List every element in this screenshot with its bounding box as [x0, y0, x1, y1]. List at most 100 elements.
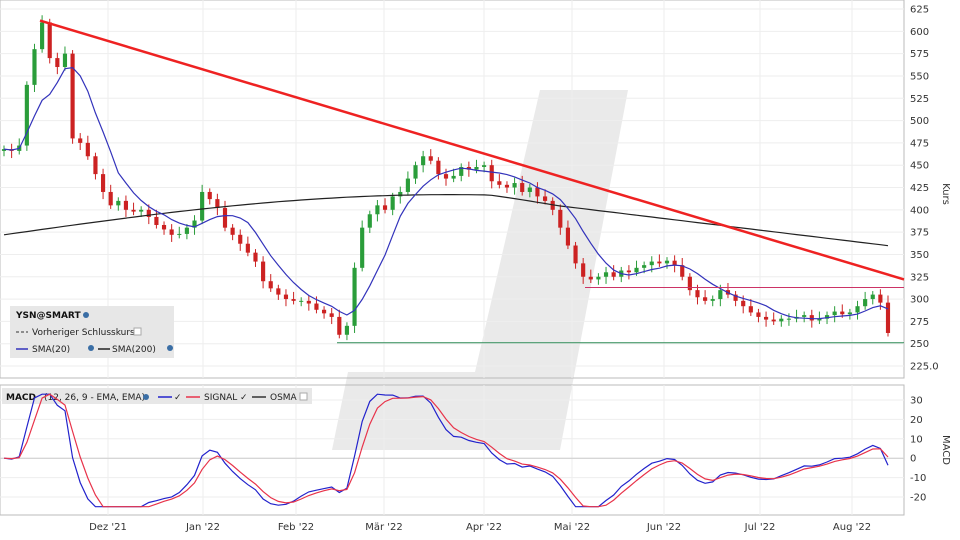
candle-body	[398, 191, 403, 197]
candle-body	[85, 142, 90, 157]
price-y-tick-label: 450	[910, 161, 929, 172]
candle-body	[840, 311, 845, 315]
candle-body	[55, 58, 60, 68]
price-y-tick-label: 375	[910, 228, 929, 239]
candle-body	[47, 22, 52, 59]
macd-params: (12, 26, 9 - EMA, EMA)	[44, 393, 145, 403]
x-tick-label: Mai '22	[554, 522, 590, 533]
candle-body	[329, 313, 334, 317]
x-tick-label: Mär '22	[365, 522, 403, 533]
x-tick-label: Dez '21	[89, 522, 127, 533]
legend-symbol-icon[interactable]	[83, 312, 89, 318]
candle-body	[824, 315, 830, 319]
x-tick-label: Jan '22	[185, 522, 220, 533]
macd-y-tick-label: 20	[910, 415, 923, 426]
candle-body	[32, 49, 37, 85]
candle-body	[779, 318, 784, 322]
legend-prev-close: Vorheriger Schlusskurs	[32, 328, 135, 338]
macd-y-tick-label: 10	[910, 434, 923, 445]
macd-osma-label: OSMA	[270, 393, 298, 403]
price-y-tick-label: 550	[910, 71, 929, 82]
candle-body	[504, 184, 510, 188]
legend-sma200: SMA(200)	[112, 345, 156, 355]
macd-y-tick-label: 30	[910, 396, 923, 407]
candle-body	[78, 138, 83, 143]
candle-body	[847, 312, 852, 315]
price-y-tick-label: 575	[910, 49, 929, 60]
candle-body	[817, 318, 822, 321]
candle-body	[870, 294, 875, 300]
candle-body	[809, 315, 814, 321]
candle-body	[93, 156, 98, 175]
price-y-tick-label: 225.0	[910, 362, 939, 373]
candle-body	[192, 220, 197, 228]
candle-body	[268, 281, 273, 289]
sma20-line	[3, 66, 889, 320]
candle-body	[177, 233, 182, 235]
candle-body	[649, 261, 654, 266]
candle-body	[352, 267, 357, 326]
candle-body	[855, 306, 860, 313]
candle-body	[100, 174, 106, 192]
x-tick-label: Feb '22	[278, 522, 314, 533]
candle-body	[802, 315, 807, 317]
candle-body	[542, 196, 548, 201]
candle-body	[832, 311, 837, 316]
candle-body	[558, 209, 563, 228]
candle-body	[771, 319, 776, 322]
candle-body	[626, 270, 631, 273]
macd-line-check[interactable]: ✓	[174, 393, 182, 403]
sma200-line	[3, 194, 889, 247]
candle-body	[428, 156, 433, 161]
candle-body	[154, 216, 159, 225]
price-y-tick-label: 300	[910, 295, 929, 306]
price-y-tick-label: 400	[910, 205, 929, 216]
candle-body	[451, 175, 456, 179]
candle-body	[230, 227, 235, 235]
price-y-tick-label: 425	[910, 183, 929, 194]
candle-body	[733, 294, 738, 301]
candle-body	[634, 267, 639, 273]
candle-body	[245, 243, 250, 253]
candle-body	[443, 174, 449, 179]
candle-body	[687, 276, 692, 291]
candle-body	[489, 165, 494, 182]
macd-y-tick-label: -10	[910, 473, 926, 484]
candle-body	[40, 22, 45, 50]
candle-body	[756, 312, 761, 317]
candle-body	[611, 272, 616, 277]
x-tick-label: Aug '22	[833, 522, 871, 533]
candle-body	[535, 187, 540, 197]
candle-body	[108, 191, 113, 206]
candle-body	[131, 209, 136, 212]
candle-body	[116, 200, 121, 206]
signal-line	[3, 393, 889, 508]
watermark-logo	[332, 90, 628, 450]
legend-prev-close-checkbox[interactable]	[133, 327, 142, 336]
candle-body	[741, 300, 746, 307]
x-tick-label: Jun '22	[646, 522, 681, 533]
price-legend: YSN@SMART Vorheriger Schlusskurs SMA(20)…	[10, 306, 174, 358]
candle-body	[215, 199, 220, 209]
osma-checkbox[interactable]	[299, 392, 308, 401]
candle-body	[321, 309, 327, 314]
legend-sma200-icon[interactable]	[167, 345, 173, 351]
candle-body	[62, 53, 68, 68]
legend-sma20-icon[interactable]	[88, 345, 94, 351]
candle-body	[878, 294, 883, 303]
signal-line-check[interactable]: ✓	[240, 393, 248, 403]
price-y-tick-label: 600	[910, 27, 929, 38]
candle-body	[276, 288, 281, 295]
candle-body	[603, 272, 609, 277]
candle-body	[169, 229, 174, 235]
candle-body	[139, 209, 144, 212]
candle-body	[421, 156, 426, 166]
macd-y-ticks: 30 20 10 0 -10 -20	[910, 396, 926, 504]
macd-y-axis-label: MACD	[940, 435, 951, 465]
downtrend-line	[39, 19, 905, 281]
macd-params-icon[interactable]	[143, 394, 149, 400]
candle-body	[222, 208, 228, 228]
candle-body	[748, 306, 753, 313]
legend-sma20: SMA(20)	[32, 345, 70, 355]
candle-body	[253, 252, 258, 262]
